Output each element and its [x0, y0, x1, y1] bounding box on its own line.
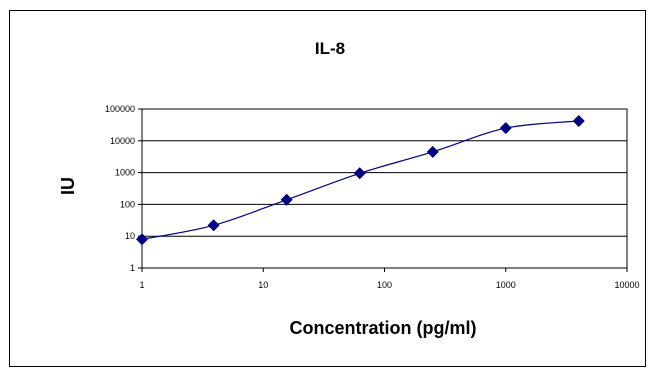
data-point-marker [280, 193, 293, 206]
y-tick-label: 100 [120, 199, 135, 209]
data-point-marker [207, 219, 220, 232]
y-tick-label: 100000 [105, 104, 135, 114]
y-tick-label: 1 [130, 263, 135, 273]
data-point-marker [499, 122, 512, 135]
y-tick-label: 10 [125, 231, 135, 241]
x-tick-label: 10000 [614, 280, 639, 290]
data-point-marker [136, 233, 148, 246]
x-tick-label: 1 [139, 280, 144, 290]
plot-area [141, 108, 628, 269]
data-point-marker [572, 114, 585, 127]
chart-title: IL-8 [315, 39, 345, 58]
data-point-marker [426, 145, 439, 158]
series-line [141, 120, 579, 240]
x-tick-label: 1000 [496, 280, 516, 290]
y-tick-label: 10000 [110, 136, 135, 146]
x-axis-label: Concentration (pg/ml) [290, 318, 477, 338]
y-tick-label: 1000 [115, 168, 135, 178]
y-axis-label: IU [58, 177, 78, 195]
chart-frame [9, 10, 646, 367]
x-tick-label: 10 [258, 280, 268, 290]
x-tick-label: 100 [377, 280, 392, 290]
data-point-marker [353, 167, 366, 180]
